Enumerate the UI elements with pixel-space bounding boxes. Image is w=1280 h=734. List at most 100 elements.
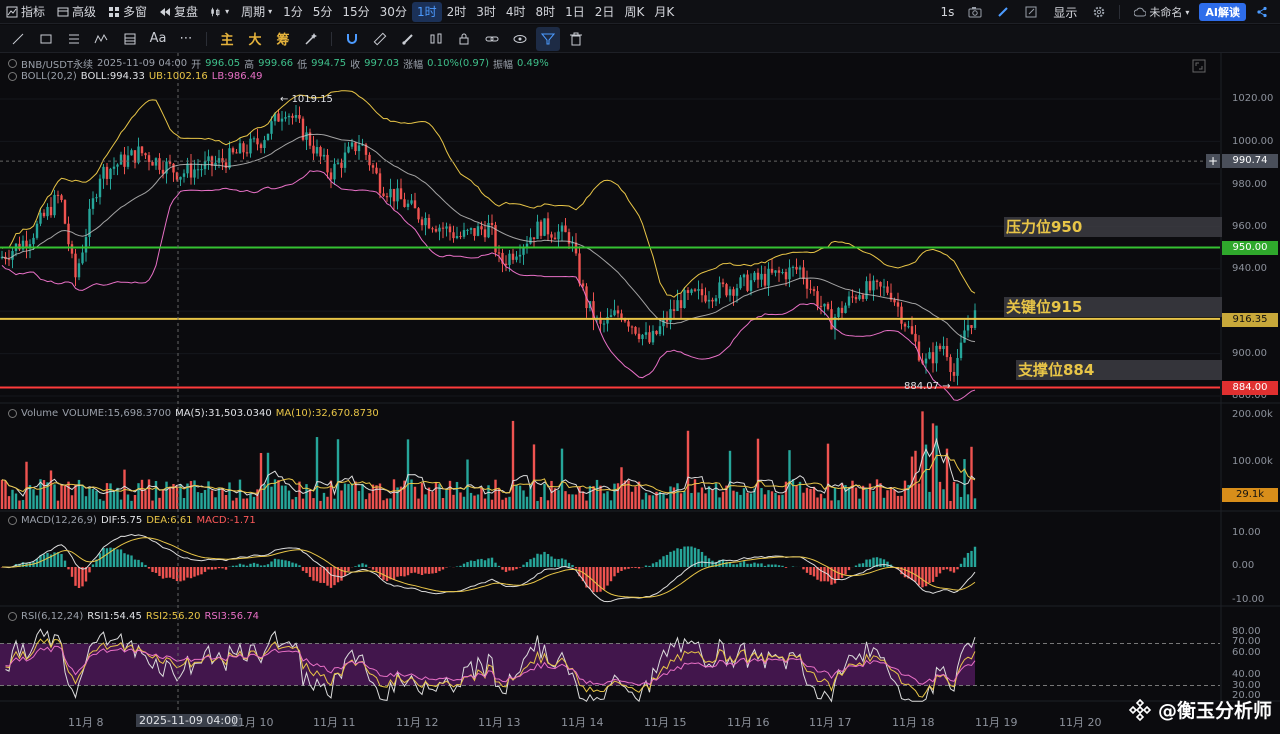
brush-icon[interactable] — [396, 27, 420, 51]
timeframe-4h[interactable]: 4时 — [505, 4, 526, 19]
volume-bar — [315, 437, 319, 509]
candle-body — [525, 243, 529, 247]
pencil-icon[interactable] — [991, 0, 1015, 24]
more-tools-icon[interactable]: ⋯ — [179, 31, 193, 46]
layout-dropdown[interactable]: 未命名 ▾ — [1128, 0, 1195, 24]
candle-body — [189, 163, 193, 178]
advanced-button[interactable]: 高级 — [51, 0, 102, 24]
candle-body — [900, 306, 903, 324]
volume-bar — [126, 494, 130, 509]
resistance-annotation[interactable]: 压力位950 — [1004, 217, 1222, 237]
volume-bar — [336, 439, 340, 509]
eye-icon[interactable] — [508, 27, 532, 51]
visibility-icon[interactable] — [8, 72, 17, 81]
volume-bar — [445, 488, 448, 509]
volume-bar — [49, 470, 53, 509]
large-order-tool[interactable]: 大 — [248, 33, 262, 48]
macd-histogram-bar — [494, 562, 497, 567]
ruler-icon[interactable] — [368, 27, 392, 51]
volume-bar — [273, 479, 277, 509]
candle-body — [144, 153, 147, 156]
candle-body — [805, 278, 809, 289]
fibonacci-tool-icon[interactable] — [118, 27, 142, 51]
volume-bar — [487, 485, 490, 509]
timeframe-2h[interactable]: 2时 — [446, 4, 467, 19]
wave-tool-icon[interactable] — [90, 27, 114, 51]
multi-window-label: 多窗 — [123, 5, 148, 19]
key-level-annotation[interactable]: 关键位915 — [1004, 297, 1222, 317]
candle-body — [312, 145, 315, 154]
trash-icon[interactable] — [564, 27, 588, 51]
macd-histogram-bar — [865, 559, 868, 567]
share-icon[interactable] — [1250, 0, 1274, 24]
main-force-tool[interactable]: 主 — [220, 33, 234, 48]
macd-legend: MACD(12,26,9) DIF:5.75 DEA:6.61 MACD:-1.… — [8, 515, 256, 526]
multi-window-button[interactable]: 多窗 — [102, 0, 153, 24]
timeframe-30m[interactable]: 30分 — [379, 4, 407, 19]
chart-area[interactable]: BNB/USDT永续 2025-11-09 04:00 开 996.05 高 999… — [0, 53, 1280, 734]
timeframe-8h[interactable]: 8时 — [535, 4, 556, 19]
timeframe-15m[interactable]: 15分 — [342, 4, 370, 19]
visibility-icon[interactable] — [8, 409, 17, 418]
text-tool[interactable]: Aa — [149, 31, 167, 46]
replay-button[interactable]: 复盘 — [153, 0, 204, 24]
interval-1s[interactable]: 1s — [940, 5, 955, 19]
add-alert-icon[interactable]: + — [1206, 154, 1220, 168]
volume-bar — [609, 500, 613, 509]
candle-body — [767, 268, 770, 286]
chevron-down-icon: ▾ — [225, 7, 230, 16]
timeframe-1d[interactable]: 1日 — [565, 4, 585, 19]
chart-type-button[interactable]: ▾ — [204, 0, 235, 24]
visibility-icon[interactable] — [8, 612, 17, 621]
magic-tool-icon[interactable] — [299, 27, 323, 51]
camera-icon[interactable] — [963, 0, 987, 24]
macd-axis-neg10: -10.00 — [1232, 594, 1265, 605]
timeframe-1w[interactable]: 周K — [624, 4, 645, 19]
candle-body — [627, 321, 630, 327]
edit-icon[interactable] — [1019, 0, 1043, 24]
support-annotation[interactable]: 支撑位884 — [1016, 360, 1222, 380]
parallel-lines-tool-icon[interactable] — [62, 27, 86, 51]
period-dropdown[interactable]: 周期 ▾ — [235, 0, 278, 24]
timeframe-1h[interactable]: 1时 — [411, 1, 442, 22]
chart-canvas[interactable] — [0, 53, 1280, 734]
timeframe-1mo[interactable]: 月K — [654, 4, 675, 19]
rectangle-tool-icon[interactable] — [34, 27, 58, 51]
macd-histogram-bar — [84, 567, 88, 582]
candles-icon[interactable] — [424, 27, 448, 51]
macd-histogram-bar — [928, 567, 931, 584]
macd-histogram-bar — [648, 565, 651, 567]
filter-icon[interactable] — [536, 26, 560, 51]
candle-body — [193, 169, 196, 178]
volume-bar — [322, 492, 326, 509]
chips-tool[interactable]: 筹 — [276, 33, 290, 48]
volume-bar — [798, 481, 802, 509]
macd-histogram-bar — [532, 557, 536, 567]
timeframe-3h[interactable]: 3时 — [476, 4, 496, 19]
lock-icon[interactable] — [452, 27, 476, 51]
timeframe-5m[interactable]: 5分 — [312, 4, 333, 19]
visibility-icon[interactable] — [8, 59, 17, 68]
link-icon[interactable] — [480, 27, 504, 51]
timeframe-1m[interactable]: 1分 — [283, 4, 303, 19]
candle-body — [718, 282, 721, 299]
macd-dea: DEA:6.61 — [146, 515, 193, 526]
magnet-icon[interactable] — [340, 27, 364, 51]
candle-body — [648, 332, 651, 343]
indicator-button[interactable]: 指标 — [0, 0, 51, 24]
timeframe-2d[interactable]: 2日 — [594, 4, 615, 19]
trendline-tool-icon[interactable] — [6, 27, 30, 51]
gear-icon[interactable] — [1087, 0, 1111, 24]
volume-bar — [956, 483, 959, 509]
price-axis-1020: 1020.00 — [1232, 93, 1274, 104]
candle-body — [609, 315, 613, 317]
macd-histogram-bar — [63, 560, 67, 567]
time-label: 2025-11-09 04:00 — [97, 58, 188, 69]
candle-body — [214, 162, 217, 166]
display-button[interactable]: 显示 — [1053, 5, 1078, 20]
ai-analysis-button[interactable]: AI解读 — [1199, 3, 1246, 21]
macd-histogram-bar — [462, 563, 466, 567]
volume-bar — [347, 484, 350, 509]
macd-histogram-bar — [280, 559, 284, 567]
visibility-icon[interactable] — [8, 516, 17, 525]
